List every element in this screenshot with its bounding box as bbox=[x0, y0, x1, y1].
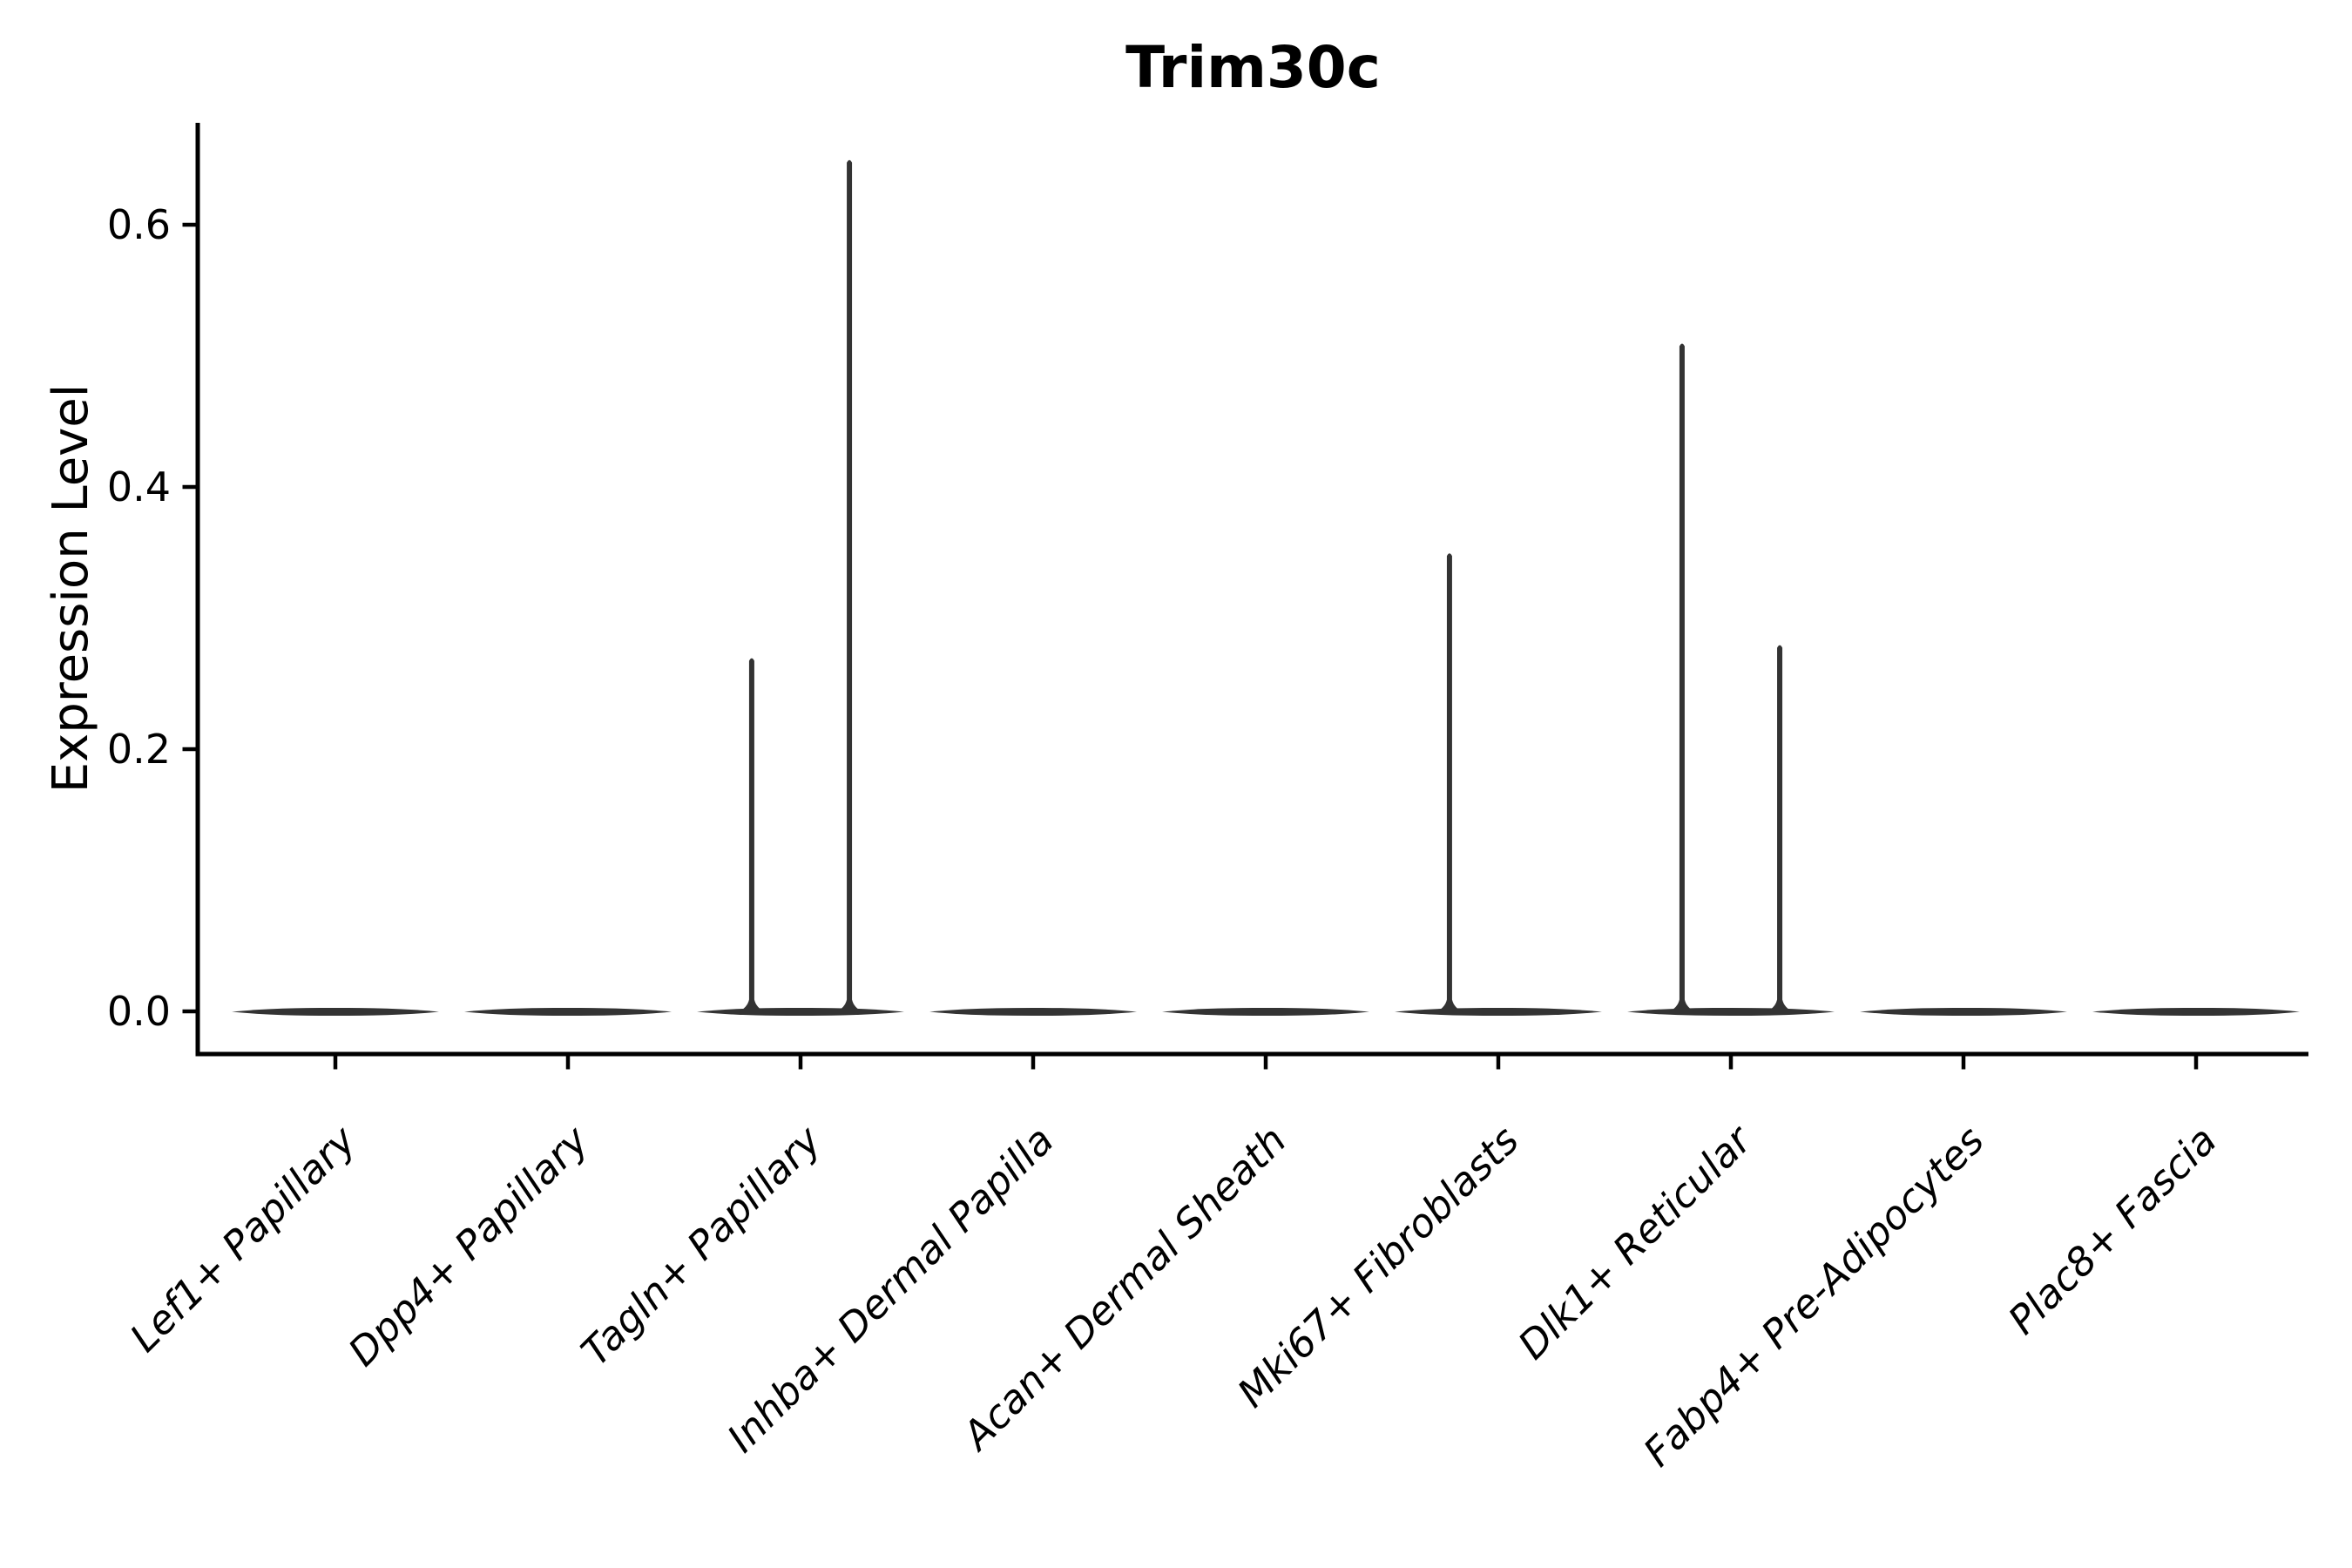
y-tick-label: 0.4 bbox=[107, 463, 171, 510]
x-tick-label-tagln-papillary: Tagln+ Papillary bbox=[572, 1116, 831, 1375]
violin-body bbox=[232, 1008, 439, 1016]
x-tick bbox=[798, 1056, 803, 1070]
violin-body bbox=[1395, 1008, 1602, 1016]
violin-spike bbox=[1668, 343, 1695, 1012]
violin-mki67-fibroblasts bbox=[1395, 553, 1602, 1016]
y-axis-spine bbox=[195, 123, 200, 1057]
x-tick bbox=[333, 1056, 338, 1070]
x-tick bbox=[1496, 1056, 1501, 1070]
violin-tagln-papillary bbox=[697, 159, 904, 1016]
y-tick-label: 0.6 bbox=[107, 201, 171, 248]
x-tick bbox=[2193, 1056, 2199, 1070]
violin-lef1-papillary bbox=[232, 1008, 439, 1016]
y-tick bbox=[182, 747, 196, 752]
y-tick bbox=[182, 1009, 196, 1014]
violin-body bbox=[697, 1008, 904, 1016]
violin-acan-dermal-sheath bbox=[1162, 1008, 1369, 1016]
x-tick-label-dpp4-papillary: Dpp4+ Papillary bbox=[340, 1116, 598, 1375]
violin-inhba-dermal-papilla bbox=[929, 1008, 1137, 1016]
violin-body bbox=[929, 1008, 1137, 1016]
x-tick-label-plac8-fascia: Plac8+ Fascia bbox=[1999, 1117, 2226, 1343]
x-tick bbox=[1031, 1056, 1036, 1070]
plot-title: Trim30c bbox=[1125, 34, 1381, 101]
x-tick-label-lef1-papillary: Lef1+ Papillary bbox=[121, 1116, 366, 1361]
violin-body bbox=[1860, 1008, 2067, 1016]
x-axis-spine bbox=[196, 1051, 2308, 1057]
x-tick bbox=[1728, 1056, 1734, 1070]
x-tick bbox=[565, 1056, 571, 1070]
violin-dpp4-papillary bbox=[464, 1008, 672, 1016]
y-tick bbox=[182, 222, 196, 227]
y-tick-label: 0.0 bbox=[107, 988, 171, 1035]
violin-spike bbox=[836, 159, 863, 1012]
violin-body bbox=[1627, 1008, 1835, 1016]
violin-dlk1-reticular bbox=[1627, 343, 1835, 1016]
x-tick bbox=[1961, 1056, 1966, 1070]
x-tick-label-dlk1-reticular: Dlk1+ Reticular bbox=[1509, 1116, 1761, 1369]
violin-spike bbox=[738, 658, 765, 1012]
violin-plac8-fascia bbox=[2092, 1008, 2300, 1016]
x-tick bbox=[1263, 1056, 1268, 1070]
violin-spike bbox=[1767, 645, 1794, 1012]
violin-body bbox=[2092, 1008, 2300, 1016]
violin-body bbox=[464, 1008, 672, 1016]
violin-body bbox=[1162, 1008, 1369, 1016]
y-tick bbox=[182, 484, 196, 490]
violin-spike bbox=[1436, 553, 1463, 1012]
y-tick-label: 0.2 bbox=[107, 726, 171, 773]
y-axis-label: Expression Level bbox=[43, 384, 99, 794]
violin-fabp4-pre-adipocytes bbox=[1860, 1008, 2067, 1016]
